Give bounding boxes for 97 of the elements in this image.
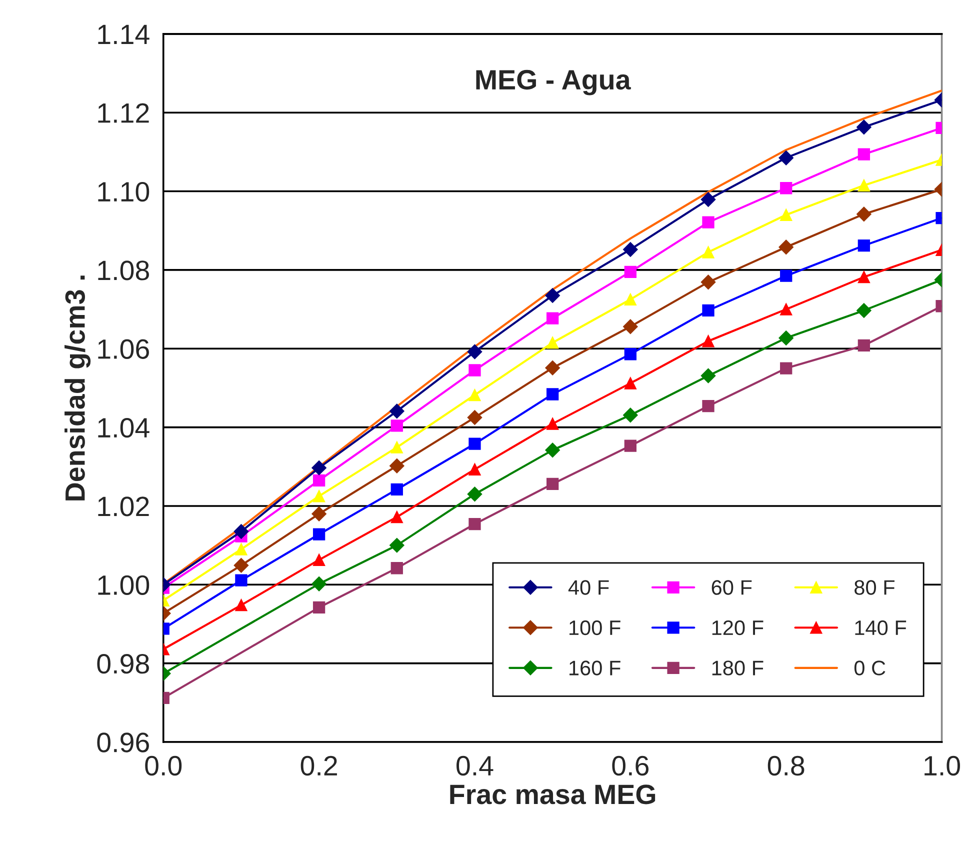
point: [312, 490, 326, 502]
legend-label: 180 F: [712, 660, 764, 676]
point: [702, 335, 714, 348]
point: [468, 438, 481, 450]
point: [234, 524, 249, 539]
point: [702, 400, 714, 412]
point: [702, 246, 714, 258]
point: [546, 388, 559, 400]
text: MEG - Agua: [476, 70, 631, 96]
legend-label: 140 F: [855, 620, 906, 636]
point: [390, 483, 403, 496]
point: [234, 558, 249, 573]
point: [623, 408, 638, 422]
point: [312, 506, 326, 522]
point: [780, 303, 792, 316]
point: [856, 120, 872, 135]
y-tick-label: 1.00: [98, 575, 150, 595]
x-axis-title: Frac masa MEG: [450, 784, 656, 804]
point: [624, 293, 636, 306]
point: [312, 460, 326, 476]
legend-label: 100 F: [570, 620, 620, 636]
point: [623, 242, 638, 257]
legend-label: 160 F: [570, 660, 620, 676]
point: [390, 404, 404, 419]
point: [780, 182, 792, 194]
point: [858, 239, 870, 252]
point: [700, 192, 716, 207]
point: [390, 538, 404, 553]
point: [468, 388, 481, 402]
point: [546, 478, 559, 490]
point: [390, 441, 403, 454]
y-tick-label: 1.08: [98, 260, 149, 280]
point: [545, 442, 560, 458]
point: [624, 377, 636, 390]
x-tick-label: 1.0: [924, 756, 960, 776]
point: [780, 208, 792, 221]
point: [235, 574, 248, 586]
point: [624, 440, 636, 452]
y-tick-label: 1.02: [98, 496, 149, 516]
point: [700, 368, 716, 384]
y-tick-label: 1.04: [98, 418, 150, 438]
y-tick-label: 1.06: [98, 339, 149, 359]
point: [700, 274, 716, 290]
point: [858, 148, 870, 160]
point: [390, 562, 403, 574]
point: [856, 303, 872, 318]
point: [778, 150, 794, 166]
point: [235, 599, 248, 612]
legend-label: 0 C: [854, 660, 886, 676]
point: [235, 543, 248, 556]
point: [312, 601, 326, 614]
point: [778, 330, 794, 346]
point: [467, 486, 482, 502]
point: [467, 344, 482, 360]
point: [546, 336, 559, 349]
point: [312, 474, 326, 486]
point: [312, 576, 326, 592]
point: [468, 364, 481, 376]
point: [624, 348, 636, 360]
point: [780, 362, 792, 374]
point: [778, 240, 794, 255]
point: [545, 360, 560, 376]
y-tick-label: 1.14: [98, 24, 150, 44]
point: [467, 410, 482, 425]
point: [390, 420, 403, 432]
y-axis-title: Densidad g/cm3 .: [64, 276, 91, 500]
point: [624, 266, 636, 278]
y-tick-label: 1.12: [98, 103, 149, 123]
y-tick-label: 0.96: [97, 732, 149, 752]
legend-label: 120 F: [712, 620, 764, 636]
point: [545, 288, 560, 303]
x-tick-label: 0.2: [300, 756, 337, 776]
point: [856, 206, 872, 222]
x-tick-label: 0.0: [145, 756, 182, 776]
point: [390, 510, 403, 524]
point: [858, 270, 870, 284]
point: [623, 319, 638, 334]
legend-label: 60 F: [712, 580, 752, 595]
point: [858, 339, 870, 352]
point: [702, 216, 714, 228]
point: [390, 458, 404, 474]
y-tick-label: 0.98: [97, 654, 149, 674]
legend-label: 80 F: [854, 580, 894, 595]
point: [468, 518, 481, 530]
point: [312, 554, 326, 566]
y-tick-label: 1.10: [98, 182, 150, 202]
point: [546, 418, 559, 430]
point: [312, 528, 326, 540]
point: [858, 179, 870, 192]
point: [702, 304, 714, 317]
point: [546, 312, 559, 324]
x-tick-label: 0.6: [612, 756, 649, 776]
point: [468, 463, 481, 476]
point: [780, 270, 792, 282]
x-tick-label: 0.4: [456, 756, 494, 776]
x-tick-label: 0.8: [768, 756, 804, 776]
legend-label: 40 F: [568, 580, 609, 595]
